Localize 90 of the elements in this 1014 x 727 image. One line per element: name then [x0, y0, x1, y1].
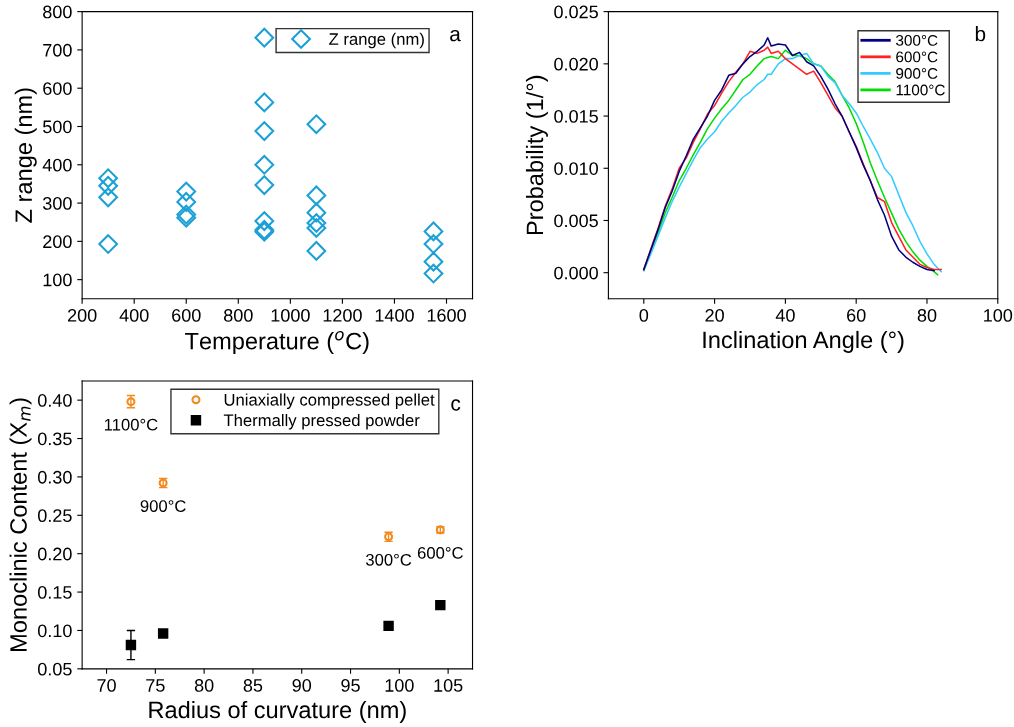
- point: [157, 628, 169, 639]
- x-tick-label: 75: [146, 679, 165, 692]
- x-tick-label: 40: [775, 309, 795, 322]
- legend-label: Uniaxially compressed pellet: [224, 393, 435, 409]
- x-tick-label: 800: [224, 309, 253, 322]
- x-tick-label: 70: [97, 679, 116, 692]
- legend-label: 1100°C: [896, 84, 945, 96]
- point: [125, 639, 137, 651]
- annotation: c: [451, 399, 461, 411]
- x-tick-label: 95: [341, 679, 360, 692]
- x-tick-label: 20: [705, 309, 724, 322]
- point: [254, 175, 275, 195]
- point: [254, 121, 275, 141]
- legend-label: Thermally pressed powder: [223, 413, 420, 430]
- point: [306, 185, 327, 206]
- y-tick-label: 0.25: [37, 509, 72, 523]
- y-tick-label: 0.010: [554, 162, 598, 175]
- y-tick-label: 300: [42, 197, 72, 210]
- y-tick-label: 0.10: [37, 624, 72, 638]
- x-tick-label: 200: [67, 309, 97, 322]
- x-tick-label: 60: [847, 309, 866, 322]
- y-tick-label: 800: [43, 5, 72, 19]
- point: [98, 234, 119, 254]
- x-tick-label: 80: [194, 679, 214, 692]
- y-tick-label: 500: [43, 120, 72, 134]
- y-tick-label: 0.025: [554, 5, 598, 19]
- point: [423, 221, 444, 242]
- y-tick-label: 200: [43, 235, 72, 249]
- point: [98, 175, 119, 196]
- x-tick-label: 1600: [427, 309, 466, 322]
- x-tick-label: 1200: [323, 309, 362, 322]
- point: [254, 92, 275, 113]
- point: [306, 218, 327, 238]
- y-tick-label: 0.30: [37, 470, 72, 484]
- y-axis-title: Z range (nm): [14, 88, 37, 223]
- y-tick-label: 400: [42, 158, 72, 172]
- y-tick-label: 0.005: [554, 214, 598, 228]
- y-axis-title: Probability (1/°): [525, 75, 548, 235]
- x-tick-label: 600: [172, 309, 201, 322]
- y-tick-label: 0.000: [554, 266, 598, 280]
- x-tick-label: 85: [243, 679, 263, 692]
- y-tick-label: 0.35: [37, 432, 72, 446]
- x-tick-label: 90: [292, 679, 312, 692]
- annotation: a: [450, 29, 461, 42]
- y-tick-label: 700: [43, 43, 72, 57]
- y-tick-label: 0.015: [554, 109, 598, 123]
- legend-label: 300°C: [896, 34, 938, 46]
- legend-label: Z range (nm): [329, 32, 424, 49]
- legend-label: 600°C: [896, 51, 938, 63]
- point: [254, 211, 275, 231]
- annotation: 600°C: [417, 546, 463, 559]
- y-tick-label: 0.15: [37, 586, 72, 599]
- point: [306, 202, 327, 223]
- point: [176, 181, 197, 202]
- annotation: 900°C: [140, 500, 186, 512]
- x-tick-label: 105: [434, 679, 463, 692]
- annotation: b: [975, 25, 986, 42]
- x-tick-label: 400: [119, 309, 149, 322]
- point: [254, 27, 275, 48]
- x-tick-label: 0: [639, 309, 649, 322]
- x-tick-label: 1000: [271, 309, 310, 322]
- y-tick-label: 100: [43, 273, 72, 287]
- point: [306, 213, 327, 233]
- x-tick-label: 100: [385, 679, 414, 692]
- x-axis-title: Inclination Angle (°): [703, 330, 904, 353]
- point: [306, 241, 327, 261]
- x-tick-label: 100: [984, 309, 1013, 322]
- point: [435, 599, 446, 611]
- legend-label: 900°C: [896, 68, 938, 79]
- y-tick-label: 0.05: [37, 662, 72, 676]
- y-axis-title: Monoclinic Content (X$_{m}$): [9, 398, 32, 651]
- y-tick-label: 0.020: [554, 57, 598, 71]
- point: [383, 620, 394, 632]
- point: [423, 234, 444, 254]
- point: [98, 187, 119, 208]
- x-tick-label: 1400: [375, 309, 414, 322]
- annotation: 300°C: [365, 553, 412, 566]
- annotation: 1100°C: [104, 418, 158, 431]
- x-tick-label: 80: [917, 309, 937, 322]
- point: [254, 154, 275, 175]
- y-tick-label: 0.40: [37, 394, 72, 407]
- point: [423, 251, 444, 272]
- x-axis-title: Temperature ($^{o}$C): [185, 330, 369, 355]
- x-axis-title: Radius of curvature (nm): [149, 700, 406, 723]
- y-tick-label: 600: [43, 82, 72, 95]
- y-tick-label: 0.20: [37, 547, 72, 561]
- point: [98, 168, 119, 189]
- point: [423, 263, 444, 284]
- point: [306, 114, 327, 135]
- point: [176, 192, 197, 212]
